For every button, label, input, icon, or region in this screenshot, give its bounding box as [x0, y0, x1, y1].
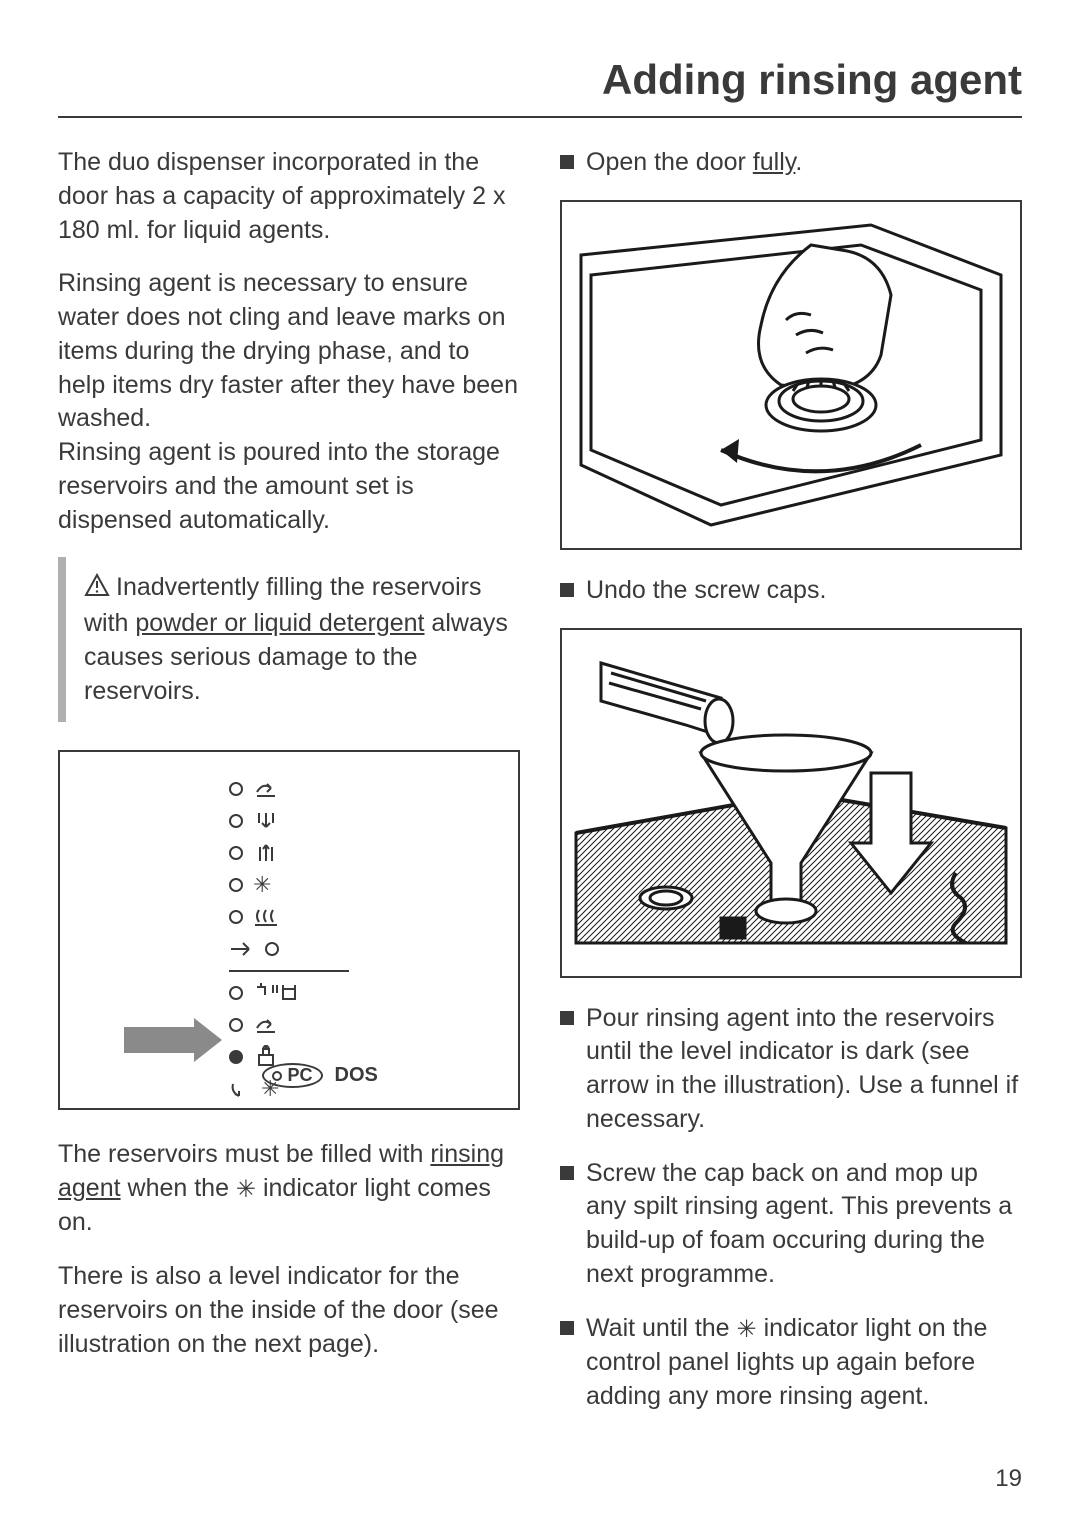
indicator-stack: ✳: [229, 774, 349, 1104]
txt: Wait until the: [586, 1314, 737, 1342]
bullet-square-icon: [560, 1321, 574, 1335]
indicator-divider: [229, 970, 349, 972]
txt: The reservoirs must be filled with: [58, 1140, 430, 1168]
dos-text: DOS: [335, 1064, 378, 1087]
drain-icon: [253, 809, 279, 833]
bullet-square-icon: [560, 155, 574, 169]
step-wait-indicator: Wait until the ✳ indicator light on the …: [560, 1312, 1022, 1414]
warning-text-underline: powder or liquid detergent: [135, 609, 424, 637]
right-column: Open the door fully.: [560, 146, 1022, 1433]
indicator-row: [229, 806, 279, 836]
snowflake-icon: ✳: [253, 872, 271, 898]
led-icon: [229, 814, 243, 828]
led-icon: [229, 1018, 243, 1032]
water-inlet-icon: [253, 1014, 279, 1036]
two-column-layout: The duo dispenser incorporated in the do…: [58, 146, 1022, 1433]
txt: Open the door: [586, 148, 753, 176]
led-filled-icon: [229, 1050, 243, 1064]
step-pour-agent: Pour rinsing agent into the reservoirs u…: [560, 1002, 1022, 1137]
indicator-row: [229, 934, 279, 964]
refill-indicator-text: The reservoirs must be filled with rinsi…: [58, 1138, 520, 1240]
led-icon: [229, 910, 243, 924]
pc-dos-label: PC DOS: [262, 1063, 378, 1088]
spray-up-icon: [253, 841, 279, 865]
bullet-square-icon: [560, 1011, 574, 1025]
water-inlet-icon: [253, 778, 279, 800]
tap-basket-icon: [253, 981, 299, 1005]
snowflake-inline-icon: ✳: [236, 1174, 256, 1206]
txt: Pour rinsing agent into the reservoirs u…: [586, 1002, 1022, 1137]
page-number: 19: [995, 1465, 1022, 1493]
curved-arrow-icon: [229, 1078, 251, 1100]
left-column: The duo dispenser incorporated in the do…: [58, 146, 520, 1433]
indicator-row: [229, 838, 279, 868]
led-icon: [229, 846, 243, 860]
indicator-row: [229, 774, 279, 804]
txt: Screw the cap back on and mop up any spi…: [586, 1157, 1022, 1292]
led-icon: [265, 942, 279, 956]
warning-box: Inadvertently filling the reservoirs wit…: [58, 557, 520, 722]
unscrew-cap-svg: [571, 215, 1011, 535]
heat-waves-icon: [253, 906, 279, 928]
bullet-square-icon: [560, 1166, 574, 1180]
indicator-row: [229, 978, 299, 1008]
level-indicator-text: There is also a level indicator for the …: [58, 1260, 520, 1361]
indicator-row: [229, 1010, 279, 1040]
step-open-door: Open the door fully.: [560, 146, 1022, 180]
txt: when the: [121, 1174, 236, 1202]
pour-funnel-svg: [571, 643, 1011, 963]
fully-underline: fully: [753, 148, 796, 176]
txt: Undo the screw caps.: [586, 574, 826, 608]
step-undo-caps: Undo the screw caps.: [560, 574, 1022, 608]
pc-text: PC: [288, 1065, 313, 1086]
snowflake-inline-icon: ✳: [737, 1314, 757, 1346]
step-screw-back: Screw the cap back on and mop up any spi…: [560, 1157, 1022, 1292]
warning-triangle-icon: [84, 573, 110, 607]
indicator-row: ✳: [229, 870, 271, 900]
led-icon: [229, 878, 243, 892]
indicator-row: [229, 902, 279, 932]
txt: .: [795, 148, 802, 176]
page-title: Adding rinsing agent: [58, 56, 1022, 118]
illustration-pour-funnel: [560, 628, 1022, 978]
bullet-square-icon: [560, 583, 574, 597]
indicator-panel-diagram: ✳: [58, 750, 520, 1110]
pc-oval-icon: PC: [262, 1063, 323, 1088]
arrow-right-icon: [229, 940, 255, 958]
purpose-text: Rinsing agent is necessary to ensure wat…: [58, 267, 520, 537]
intro-capacity-text: The duo dispenser incorporated in the do…: [58, 146, 520, 247]
illustration-unscrew-cap: [560, 200, 1022, 550]
led-icon: [229, 986, 243, 1000]
led-icon: [229, 782, 243, 796]
big-pointer-arrow: [124, 1018, 222, 1062]
